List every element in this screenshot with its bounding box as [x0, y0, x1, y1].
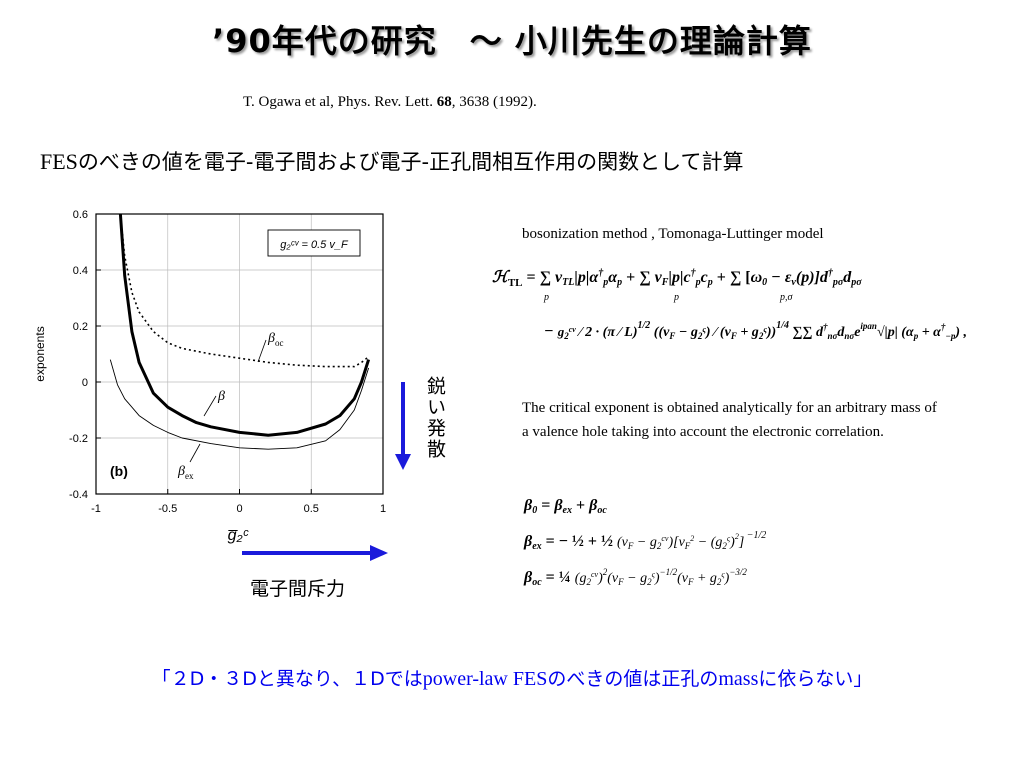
x-axis-label: g̅₂ᶜ: [228, 527, 249, 544]
y-tick-label: 0: [82, 377, 88, 389]
subtitle-fes: FES: [40, 149, 78, 174]
right-arrow-icon: [242, 545, 388, 561]
x-tick-label: 0.5: [304, 503, 319, 515]
y-tick-label: 0.6: [73, 209, 88, 221]
chart-ticks: -1 -0.5 0 0.5 1 0.6 0.4 0.2 0 -0.2 -0.4: [69, 209, 386, 515]
subtitle-text: のべきの値を電子-電子間および電子-正孔間相互作用の関数として計算: [77, 150, 744, 174]
slide-title: ’90年代の研究 ～ 小川先生の理論計算: [212, 22, 812, 60]
y-tick-label: 0.4: [73, 265, 88, 277]
y-tick-label: 0.2: [73, 321, 88, 333]
critical-exponent-text: The critical exponent is obtained analyt…: [522, 400, 937, 440]
conclusion-part-2: power-law FES: [422, 668, 548, 690]
panel-label: (b): [110, 463, 128, 479]
reference-pages-year: , 3638 (1992).: [451, 94, 537, 110]
conclusion-part-4: mass: [718, 668, 759, 690]
reference-citation: T. Ogawa et al, Phys. Rev. Lett. 68, 363…: [243, 94, 537, 111]
hamiltonian-equation: ℋTL = ∑ vTL|p|α†pαp + ∑ vF|p|c†pcp + ∑ […: [492, 268, 967, 341]
annotation-text: g₂ᶜᵛ = 0.5 v_F: [280, 239, 349, 251]
horizontal-arrow-label: 電子間斥力: [250, 578, 346, 600]
down-arrow-icon: [395, 382, 411, 470]
svg-text:β0 = βex + βoc: β0 = βex + βoc: [523, 497, 607, 516]
series-line-: [118, 213, 371, 437]
svg-text:p,σ: p,σ: [779, 292, 794, 303]
label-leader-beta-ex: [189, 443, 201, 463]
y-tick-label: -0.4: [69, 489, 88, 501]
svg-text:p: p: [673, 292, 679, 303]
x-tick-label: 1: [380, 503, 386, 515]
reference-volume: 68: [436, 94, 452, 110]
vertical-arrow-label: 鋭い発散: [424, 376, 446, 460]
svg-text:− g2cv ⁄ 2 · (π ⁄ L)1/2 ((vF −: − g2cv ⁄ 2 · (π ⁄ L)1/2 ((vF − g2ς) ⁄ (v…: [544, 320, 967, 341]
conclusion-part-5: に依らない」: [758, 668, 873, 690]
svg-text:p: p: [543, 292, 549, 303]
label-leader-beta: [203, 395, 217, 417]
method-text: bosonization method , Tomonaga-Luttinger…: [522, 226, 824, 242]
x-tick-label: 0: [236, 503, 242, 515]
y-axis-label: exponents: [33, 326, 47, 381]
svg-text:ℋTL = ∑ vTL|p|α†pαp + ∑ vF|p|c: ℋTL = ∑ vTL|p|α†pαp + ∑ vF|p|c†pcp + ∑ […: [492, 268, 862, 289]
y-tick-label: -0.2: [69, 433, 88, 445]
x-tick-label: -1: [91, 503, 101, 515]
svg-text:βex = − ½ + ½ (vF − g2cv)[vF2: βex = − ½ + ½ (vF − g2cv)[vF2 − (g2ς)2] …: [523, 530, 766, 552]
slide-subtitle: FESのべきの値を電子-電子間および電子-正孔間相互作用の関数として計算: [40, 146, 743, 176]
x-tick-label: -0.5: [158, 503, 177, 515]
label-leader-beta-oc: [257, 339, 267, 363]
conclusion-part-1: 「２D・３Dと異なり、１Dでは: [151, 668, 423, 690]
annotation-box: [267, 229, 361, 257]
conclusion-text: 「２D・３Dと異なり、１Dではpower-law FESのべきの値は正孔のmas…: [30, 664, 994, 691]
exponent-formulas: β0 = βex + βoc βex = − ½ + ½ (vF − g2cv)…: [523, 497, 766, 588]
series-label-beta-ex: βex: [177, 464, 194, 481]
series-label-beta-oc: βoc: [267, 331, 283, 348]
series-label-beta: β: [217, 389, 225, 404]
svg-text:βoc = ¼ (g2cv)2(vF − g2ς)−1/2(: βoc = ¼ (g2cv)2(vF − g2ς)−1/2(vF + g2ς)−…: [523, 567, 747, 588]
series-line-ex: [109, 359, 370, 450]
chart-series: [109, 213, 371, 450]
conclusion-part-3: のべきの値は正孔の: [547, 668, 719, 690]
reference-journal: T. Ogawa et al, Phys. Rev. Lett.: [243, 94, 437, 110]
exponents-chart: -1 -0.5 0 0.5 10.60.40.20-0.2-0.4 exponents …: [33, 209, 386, 544]
